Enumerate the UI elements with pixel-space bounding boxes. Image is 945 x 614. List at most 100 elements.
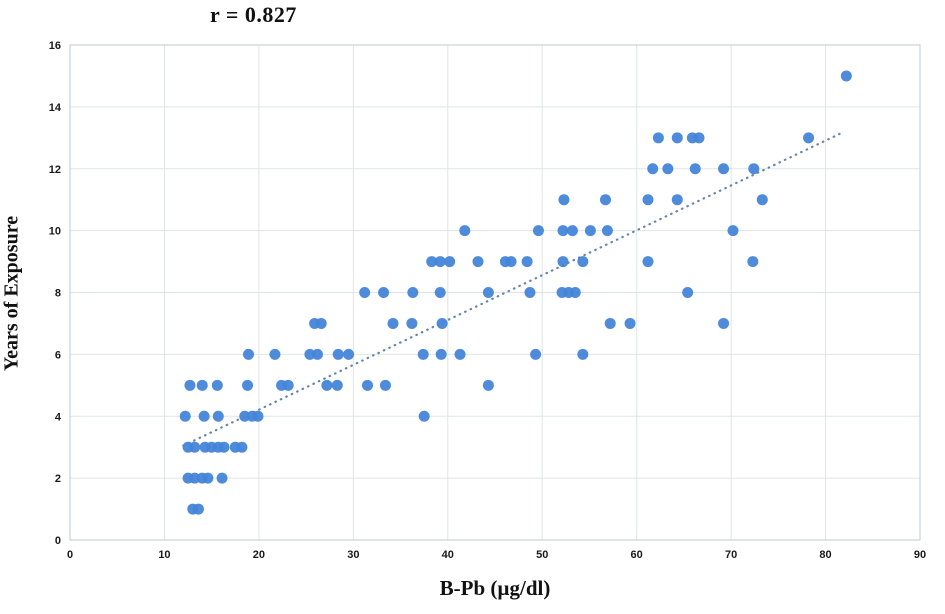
- data-point: [198, 410, 210, 422]
- data-point: [756, 194, 768, 206]
- trend-line: [182, 130, 846, 447]
- data-point: [417, 348, 429, 360]
- data-point: [671, 132, 683, 144]
- data-point: [406, 317, 418, 329]
- data-point: [557, 225, 569, 237]
- y-tick-label: 4: [55, 411, 62, 423]
- data-point: [671, 194, 683, 206]
- data-point: [577, 256, 589, 268]
- x-tick-label: 0: [67, 549, 73, 561]
- data-point: [269, 348, 281, 360]
- x-tick-label: 40: [442, 549, 454, 561]
- y-tick-label: 6: [55, 349, 61, 361]
- y-tick-label: 14: [49, 102, 62, 114]
- x-tick-label: 30: [347, 549, 359, 561]
- data-point: [212, 410, 224, 422]
- data-point: [748, 163, 760, 175]
- data-point: [558, 194, 570, 206]
- data-point: [239, 410, 251, 422]
- y-axis-title: Years of Exposure: [0, 215, 23, 372]
- data-point: [426, 256, 438, 268]
- data-point: [689, 163, 701, 175]
- data-point: [718, 317, 730, 329]
- data-point: [557, 256, 569, 268]
- data-point: [682, 287, 694, 298]
- data-point: [387, 317, 399, 329]
- data-point: [601, 225, 613, 237]
- data-point: [379, 379, 391, 391]
- data-point: [179, 410, 191, 422]
- data-point: [642, 194, 654, 206]
- x-tick-label: 70: [725, 549, 737, 561]
- x-tick-label: 10: [158, 549, 170, 561]
- data-point: [604, 317, 616, 329]
- data-point: [304, 348, 316, 360]
- data-point: [331, 379, 343, 391]
- data-point: [521, 256, 533, 268]
- y-tick-label: 16: [49, 40, 61, 52]
- data-point: [840, 70, 852, 82]
- data-point: [727, 225, 739, 237]
- data-point: [418, 410, 430, 422]
- x-tick-label: 90: [914, 549, 926, 561]
- data-point: [747, 256, 759, 268]
- data-point: [252, 410, 264, 422]
- data-point: [378, 287, 390, 298]
- data-point: [444, 256, 456, 268]
- data-point: [530, 348, 542, 360]
- y-tick-label: 2: [55, 473, 61, 485]
- x-tick-label: 50: [536, 549, 548, 561]
- data-point: [482, 379, 494, 391]
- x-tick-label: 20: [253, 549, 265, 561]
- data-point: [718, 163, 730, 175]
- data-point: [192, 503, 204, 515]
- data-point: [189, 472, 201, 484]
- data-point: [803, 132, 815, 144]
- data-point: [343, 348, 355, 360]
- y-tick-label: 0: [55, 535, 61, 547]
- data-point: [243, 348, 254, 360]
- plot-border: [69, 44, 921, 541]
- x-axis-title: B-Pb (µg/dl): [439, 576, 551, 600]
- data-point: [642, 256, 654, 268]
- data-point: [459, 225, 471, 237]
- data-point: [505, 256, 517, 268]
- y-tick-label: 8: [55, 288, 61, 300]
- data-point: [282, 379, 294, 391]
- data-point: [332, 348, 344, 360]
- data-point: [472, 256, 484, 268]
- data-point: [482, 287, 494, 298]
- data-point: [624, 317, 636, 329]
- data-point: [184, 379, 196, 391]
- data-point: [600, 194, 611, 206]
- data-point: [202, 472, 214, 484]
- data-point: [311, 348, 323, 360]
- data-point: [189, 441, 201, 453]
- data-point: [566, 225, 578, 237]
- data-point: [359, 287, 371, 298]
- correlation-title: r = 0.827: [210, 2, 297, 27]
- data-point: [407, 287, 419, 298]
- data-point: [242, 379, 254, 391]
- data-point: [362, 379, 373, 391]
- data-point: [454, 348, 466, 360]
- y-tick-label: 12: [49, 164, 61, 176]
- data-point: [577, 348, 589, 360]
- data-point: [532, 225, 544, 237]
- data-point: [434, 256, 446, 268]
- data-point: [236, 441, 248, 453]
- data-point: [584, 225, 596, 237]
- x-tick-label: 60: [631, 549, 643, 561]
- data-point: [434, 287, 446, 298]
- data-point: [218, 441, 230, 453]
- x-tick-label: 80: [819, 549, 831, 561]
- data-point: [647, 163, 659, 175]
- data-point: [211, 379, 223, 391]
- data-point: [435, 348, 447, 360]
- data-point: [524, 287, 536, 298]
- data-point: [315, 317, 327, 329]
- data-point: [436, 317, 448, 329]
- data-point: [321, 379, 333, 391]
